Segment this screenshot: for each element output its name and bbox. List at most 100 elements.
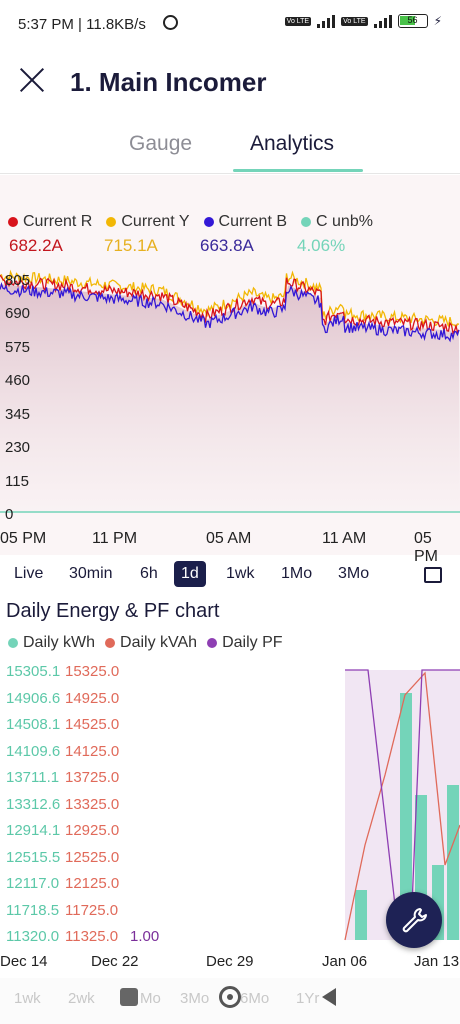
current-legend: Current R Current Y Current B C unb% [8,213,373,231]
signal-icon [317,14,336,28]
tab-bar: Gauge Analytics [0,122,460,174]
legend-current-b[interactable]: Current B [203,213,287,231]
battery-icon: 56 [397,14,428,28]
ghost-range: 3Mo [180,990,210,1007]
status-bar: 5:37 PM | 11.8KB/s Vo LTE Vo LTE 56 ⚡ [0,0,460,50]
y-tick: 460 [5,372,31,389]
kvah-tick: 12525.0 [65,848,120,866]
daily-x-tick: Dec 14 [0,953,48,970]
ghost-range: 6Mo [240,990,270,1007]
kvah-tick: 12125.0 [65,875,120,892]
kwh-tick: 14906.6 [6,689,61,707]
kvah-tick: 11725.0 [65,901,119,919]
kvah-tick: 12925.0 [65,822,120,839]
x-tick: 05 PM [414,530,438,565]
navigation-bar: 1wk 2wk Mo 3Mo 6Mo 1Yr [0,978,460,1024]
x-tick: 11 AM [322,530,367,547]
legend-c-unb[interactable]: C unb% [301,213,373,231]
home-icon[interactable] [219,986,241,1008]
x-tick: 05 AM [206,530,252,547]
kwh-tick: 14109.6 [6,742,61,760]
kvah-line [344,671,460,941]
range-1d[interactable]: 1d [174,561,206,587]
y-tick: 690 [5,305,31,322]
alarm-icon [163,15,178,30]
area-fill [0,284,460,513]
kwh-tick: 13312.6 [6,795,61,813]
daily-x-tick: Dec 22 [91,953,139,970]
y-tick: 345 [5,406,31,423]
kvah-tick: 14125.0 [65,742,120,760]
kvah-tick: 13325.0 [65,795,120,813]
daily-x-tick: Jan 06 [322,953,368,970]
ghost-range: Mo [140,990,161,1007]
kwh-tick: 11320.0 [6,928,60,945]
daily-x-tick: Dec 29 [206,953,254,970]
kvah-tick: 13725.0 [65,769,120,786]
range-3mo[interactable]: 3Mo [338,565,370,582]
tab-analytics[interactable]: Analytics [250,132,335,155]
y-tick: 230 [5,439,31,456]
x-tick: 05 PM [0,530,47,547]
kwh-tick: 11718.5 [6,901,60,919]
kvah-tick: 11325.0 [65,928,119,945]
kwh-tick: 15305.1 [6,663,61,680]
ghost-range: 1wk [14,990,41,1007]
kwh-tick: 14508.1 [6,716,61,733]
legend-daily-kvah[interactable]: Daily kVAh [105,634,197,652]
kvah-tick: 14525.0 [65,716,120,733]
kwh-bar[interactable] [447,785,459,940]
daily-legend: Daily kWh Daily kVAh Daily PF [8,634,283,652]
status-time: 5:37 PM | 11.8KB/s [18,16,146,33]
legend-daily-pf[interactable]: Daily PF [207,634,283,652]
kwh-tick: 12515.5 [6,848,61,866]
range-1wk[interactable]: 1wk [226,565,255,582]
current-line-chart[interactable] [0,265,460,525]
range-6h[interactable]: 6h [140,565,158,582]
range-live[interactable]: Live [14,565,44,582]
range-selector: Live 30min 6h 1d 1wk 1Mo 3Mo [0,561,460,591]
volte-badge: Vo LTE [284,16,312,26]
value-current-r: 682.2A [9,236,63,255]
kvah-tick: 15325.0 [65,663,120,680]
ghost-range: 1Yr [296,990,320,1007]
series-line [0,269,460,329]
kwh-bar[interactable] [355,890,367,940]
page-title: 1. Main Incomer [70,67,267,97]
status-icons: Vo LTE Vo LTE 56 ⚡ [284,14,442,28]
series-line [0,281,460,343]
kwh-tick: 12117.0 [6,875,60,892]
recent-apps-icon[interactable] [120,988,138,1006]
daily-x-tick: Jan 13 [414,953,460,970]
signal-icon-2 [373,14,392,28]
settings-fab[interactable] [386,892,442,948]
kvah-tick: 14925.0 [65,689,120,707]
y-tick: 0 [5,506,14,523]
app-header: 1. Main Incomer [0,50,460,112]
value-current-b: 663.8A [200,236,254,255]
kwh-tick: 12914.1 [6,822,61,839]
expand-icon[interactable] [424,567,442,583]
charging-icon: ⚡ [433,14,442,28]
value-c-unb: 4.06% [297,236,346,255]
kwh-bar[interactable] [400,693,412,940]
back-icon[interactable] [322,988,336,1006]
legend-current-y[interactable]: Current Y [106,213,190,231]
wrench-icon [402,908,427,933]
x-tick: 11 PM [92,530,138,547]
range-1mo[interactable]: 1Mo [281,565,313,582]
legend-daily-kwh[interactable]: Daily kWh [8,634,95,652]
value-current-y: 715.1A [104,236,158,255]
close-icon[interactable] [18,66,46,94]
range-30min[interactable]: 30min [69,565,113,582]
tab-gauge[interactable]: Gauge [129,132,193,155]
y-tick: 115 [5,473,29,490]
kwh-tick: 13711.1 [6,769,60,786]
ghost-range: 2wk [68,990,95,1007]
y-tick: 805 [5,272,31,289]
y-tick: 575 [5,339,31,356]
volte-badge-2: Vo LTE [341,16,368,26]
legend-current-r[interactable]: Current R [8,213,92,231]
daily-chart-title: Daily Energy & PF chart [6,600,220,622]
